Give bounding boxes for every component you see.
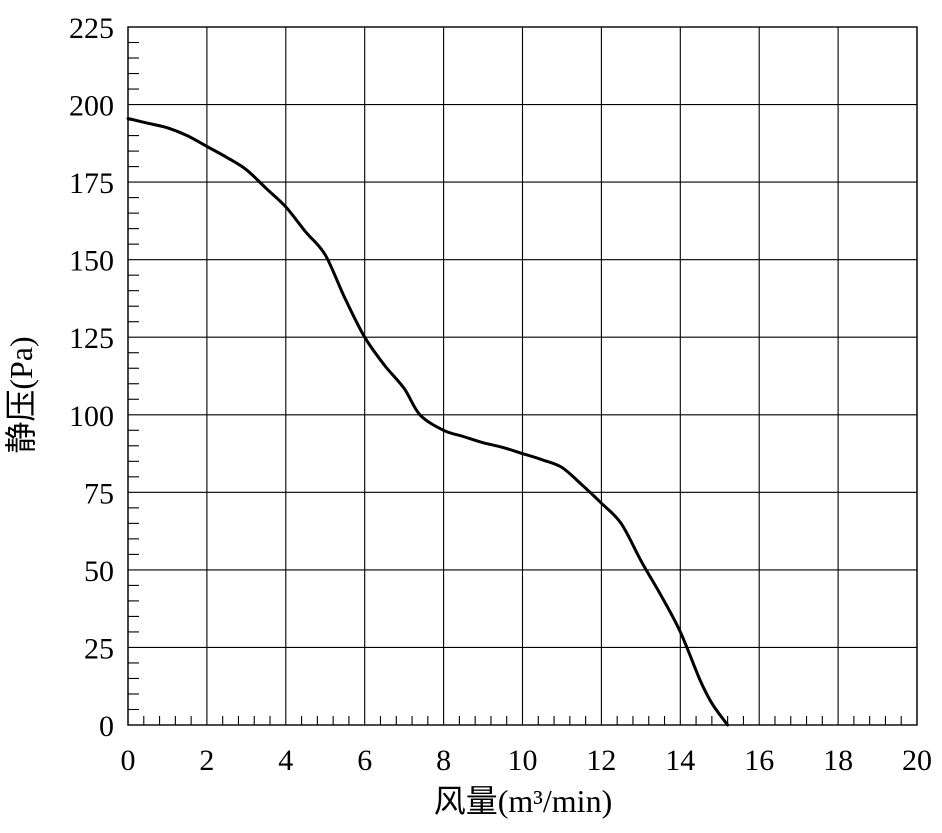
axis-minor-ticks [128,41,902,725]
y-axis-tick-labels: 0 25 50 75 100 125 150 175 200 225 [69,12,114,743]
x-axis-title: 风量(m³/min) [434,783,612,819]
plot-border [127,26,918,726]
y-tick-label: 0 [99,710,114,743]
x-tick-label: 0 [121,744,136,777]
y-tick-label: 100 [69,400,114,433]
x-tick-label: 10 [508,744,538,777]
x-tick-label: 6 [357,744,372,777]
x-tick-label: 4 [278,744,293,777]
x-tick-label: 14 [665,744,695,777]
grid-lines [127,26,918,726]
y-axis-title: 静压(Pa) [3,336,39,453]
x-tick-label: 16 [744,744,774,777]
pressure-flow-curve [126,117,730,727]
y-tick-label: 75 [84,477,114,510]
x-tick-label: 2 [199,744,214,777]
y-tick-label: 125 [69,322,114,355]
y-tick-label: 175 [69,167,114,200]
y-tick-label: 25 [84,632,114,665]
y-tick-label: 225 [69,12,114,45]
x-tick-label: 8 [436,744,451,777]
x-axis-tick-labels: 0 2 4 6 8 10 12 14 16 18 20 [121,744,933,777]
y-tick-label: 150 [69,245,114,278]
y-tick-label: 200 [69,90,114,123]
y-tick-label: 50 [84,555,114,588]
x-tick-label: 12 [586,744,616,777]
x-tick-label: 18 [823,744,853,777]
x-tick-label: 20 [902,744,932,777]
